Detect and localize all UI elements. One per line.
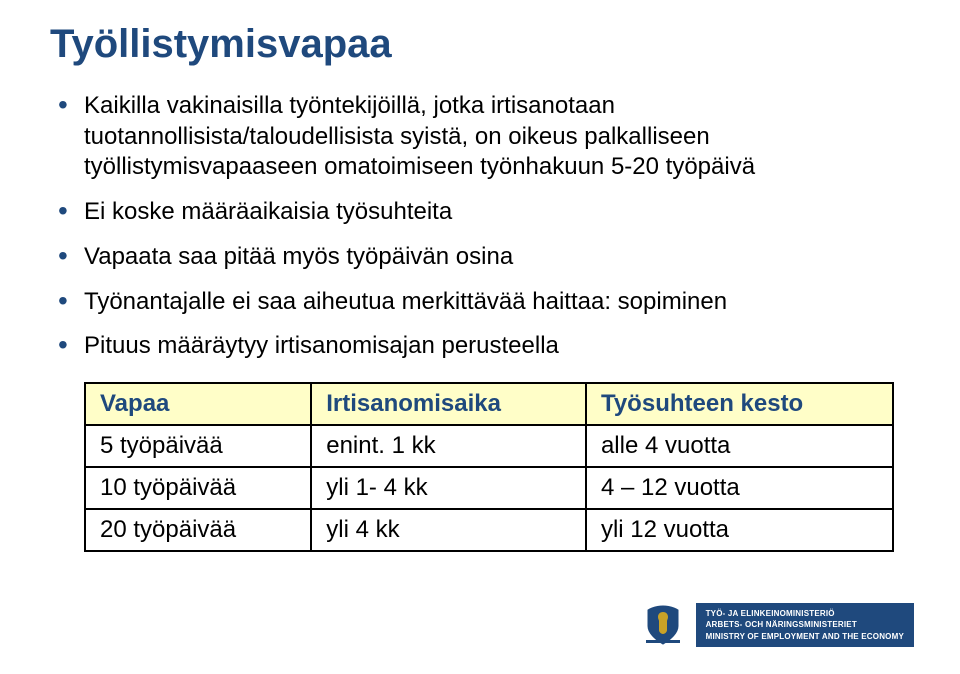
bullet-list: Kaikilla vakinaisilla työntekijöillä, jo…	[50, 91, 910, 362]
table-cell: 10 työpäivää	[85, 467, 311, 509]
table-header: Työsuhteen kesto	[586, 383, 893, 425]
ministry-line: ARBETS- OCH NÄRINGSMINISTERIET	[706, 619, 904, 630]
table-row: 5 työpäivää enint. 1 kk alle 4 vuotta	[85, 425, 893, 467]
ministry-label: TYÖ- JA ELINKEINOMINISTERIÖ ARBETS- OCH …	[696, 603, 914, 647]
list-item: Työnantajalle ei saa aiheutua merkittävä…	[58, 287, 910, 318]
table-container: Vapaa Irtisanomisaika Työsuhteen kesto 5…	[84, 382, 894, 552]
slide: Työllistymisvapaa Kaikilla vakinaisilla …	[0, 0, 960, 674]
list-item: Pituus määräytyy irtisanomisajan peruste…	[58, 331, 910, 362]
table-row: 10 työpäivää yli 1- 4 kk 4 – 12 vuotta	[85, 467, 893, 509]
page-title: Työllistymisvapaa	[50, 22, 910, 67]
table-cell: yli 12 vuotta	[586, 509, 893, 551]
table-cell: yli 1- 4 kk	[311, 467, 586, 509]
list-item: Vapaata saa pitää myös työpäivän osina	[58, 242, 910, 273]
table-header-row: Vapaa Irtisanomisaika Työsuhteen kesto	[85, 383, 893, 425]
table-header: Vapaa	[85, 383, 311, 425]
table-cell: 4 – 12 vuotta	[586, 467, 893, 509]
footer-logo: TYÖ- JA ELINKEINOMINISTERIÖ ARBETS- OCH …	[640, 602, 914, 648]
ministry-line: TYÖ- JA ELINKEINOMINISTERIÖ	[706, 608, 904, 619]
table-cell: alle 4 vuotta	[586, 425, 893, 467]
table-cell: enint. 1 kk	[311, 425, 586, 467]
table-header: Irtisanomisaika	[311, 383, 586, 425]
ministry-line: MINISTRY OF EMPLOYMENT AND THE ECONOMY	[706, 631, 904, 642]
table-cell: yli 4 kk	[311, 509, 586, 551]
table-row: 20 työpäivää yli 4 kk yli 12 vuotta	[85, 509, 893, 551]
table-cell: 20 työpäivää	[85, 509, 311, 551]
list-item: Ei koske määräaikaisia työsuhteita	[58, 197, 910, 228]
list-item: Kaikilla vakinaisilla työntekijöillä, jo…	[58, 91, 910, 183]
duration-table: Vapaa Irtisanomisaika Työsuhteen kesto 5…	[84, 382, 894, 552]
crest-icon	[640, 602, 686, 648]
table-cell: 5 työpäivää	[85, 425, 311, 467]
